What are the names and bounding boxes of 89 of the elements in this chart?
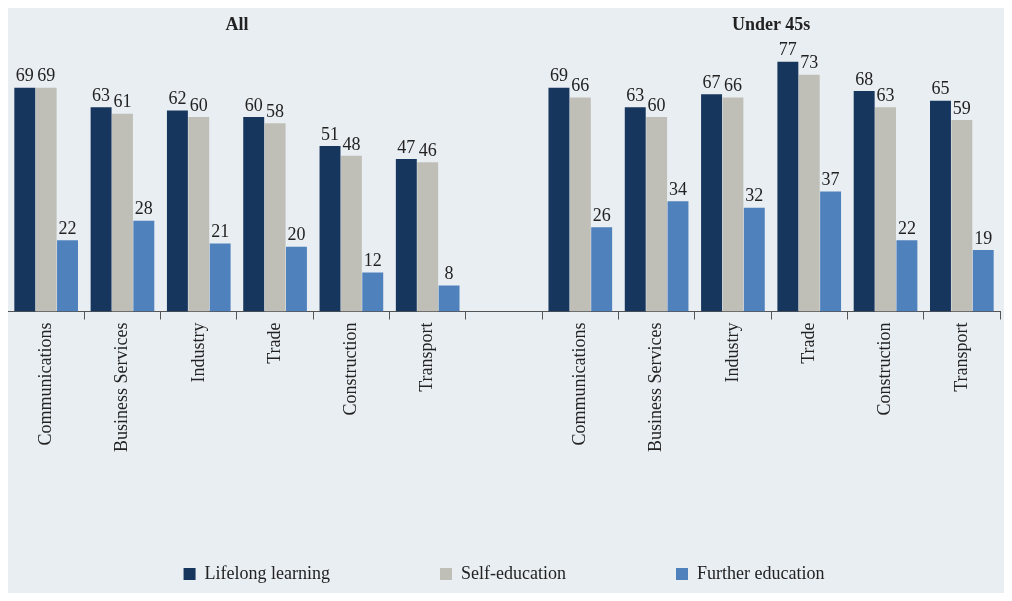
data-label: 60 [189, 94, 208, 115]
bar [111, 113, 133, 312]
data-label: 26 [592, 204, 611, 225]
bar [896, 240, 918, 312]
x-tick-label: Transport [416, 322, 437, 392]
data-label: 77 [778, 39, 797, 60]
bar [624, 107, 646, 312]
data-label: 22 [58, 217, 77, 238]
bar [362, 272, 384, 312]
bar [548, 87, 570, 312]
bar [319, 146, 341, 312]
data-label: 69 [549, 65, 568, 86]
bar [166, 110, 188, 312]
bar [798, 74, 820, 312]
bar [820, 191, 842, 312]
bar [951, 120, 973, 312]
data-label: 34 [668, 178, 687, 199]
x-tick-label: Industry [721, 322, 742, 383]
data-label: 60 [647, 94, 666, 115]
data-label: 59 [952, 97, 971, 118]
bar [667, 201, 689, 312]
x-tick-label: Communications [34, 322, 55, 446]
legend-label: Lifelong learning [204, 562, 331, 583]
data-label: 73 [800, 52, 819, 73]
data-label: 63 [626, 84, 645, 105]
bar [438, 285, 460, 312]
data-label: 67 [702, 71, 721, 92]
x-tick-label: Trade [263, 322, 284, 364]
data-label: 21 [211, 221, 230, 242]
bar [188, 116, 210, 312]
data-label: 66 [571, 75, 590, 96]
bar [340, 155, 362, 312]
bar [646, 116, 668, 312]
x-tick-label: Business Services [645, 322, 666, 453]
data-label: 63 [92, 84, 111, 105]
text: All [225, 13, 249, 34]
bar [14, 87, 36, 312]
data-label: 22 [897, 217, 916, 238]
data-label: 63 [876, 84, 895, 105]
bar [90, 107, 112, 312]
bar [722, 97, 744, 312]
data-label: 61 [113, 91, 132, 112]
bar [972, 249, 994, 312]
bar [264, 123, 286, 312]
bar [417, 162, 439, 312]
bar [777, 61, 799, 312]
data-label: 66 [723, 75, 742, 96]
x-tick-label: Communications [569, 322, 590, 446]
data-label: 69 [37, 65, 56, 86]
bar [395, 159, 417, 312]
legend-label: Self-education [461, 562, 566, 583]
x-tick-label: Transport [950, 322, 971, 392]
bar [57, 240, 78, 312]
bar [875, 107, 897, 312]
data-label: 60 [244, 94, 263, 115]
data-label: 62 [168, 88, 187, 109]
data-label: 46 [418, 140, 437, 161]
bar [743, 207, 765, 312]
data-label: 48 [342, 133, 361, 154]
data-label: 32 [745, 185, 764, 206]
bar [569, 97, 591, 312]
data-label: 69 [15, 65, 34, 86]
data-label: 8 [444, 263, 454, 284]
data-label: 19 [974, 227, 993, 248]
bar [930, 100, 951, 312]
data-label: 20 [287, 224, 306, 245]
data-label: 12 [363, 250, 382, 271]
data-label: 47 [397, 136, 416, 157]
x-tick-label: Business Services [111, 322, 132, 453]
data-label: 68 [855, 68, 874, 89]
bar [701, 94, 723, 312]
bar [853, 90, 875, 312]
bar [209, 243, 231, 312]
x-tick-label: Construction [874, 322, 895, 416]
x-tick-label: Industry [187, 322, 208, 383]
data-label: 65 [931, 78, 950, 99]
text: Under 45s [731, 13, 811, 34]
data-label: 28 [134, 198, 153, 219]
bar [285, 246, 307, 312]
bar [35, 87, 57, 312]
data-label: 37 [821, 169, 840, 190]
legend-label: Further education [696, 562, 825, 583]
bar [133, 220, 155, 312]
data-label: 58 [266, 101, 285, 122]
x-tick-label: Trade [797, 322, 818, 364]
x-tick-label: Construction [340, 322, 361, 416]
data-label: 51 [321, 123, 340, 144]
bar [243, 116, 265, 312]
bar [591, 227, 613, 312]
